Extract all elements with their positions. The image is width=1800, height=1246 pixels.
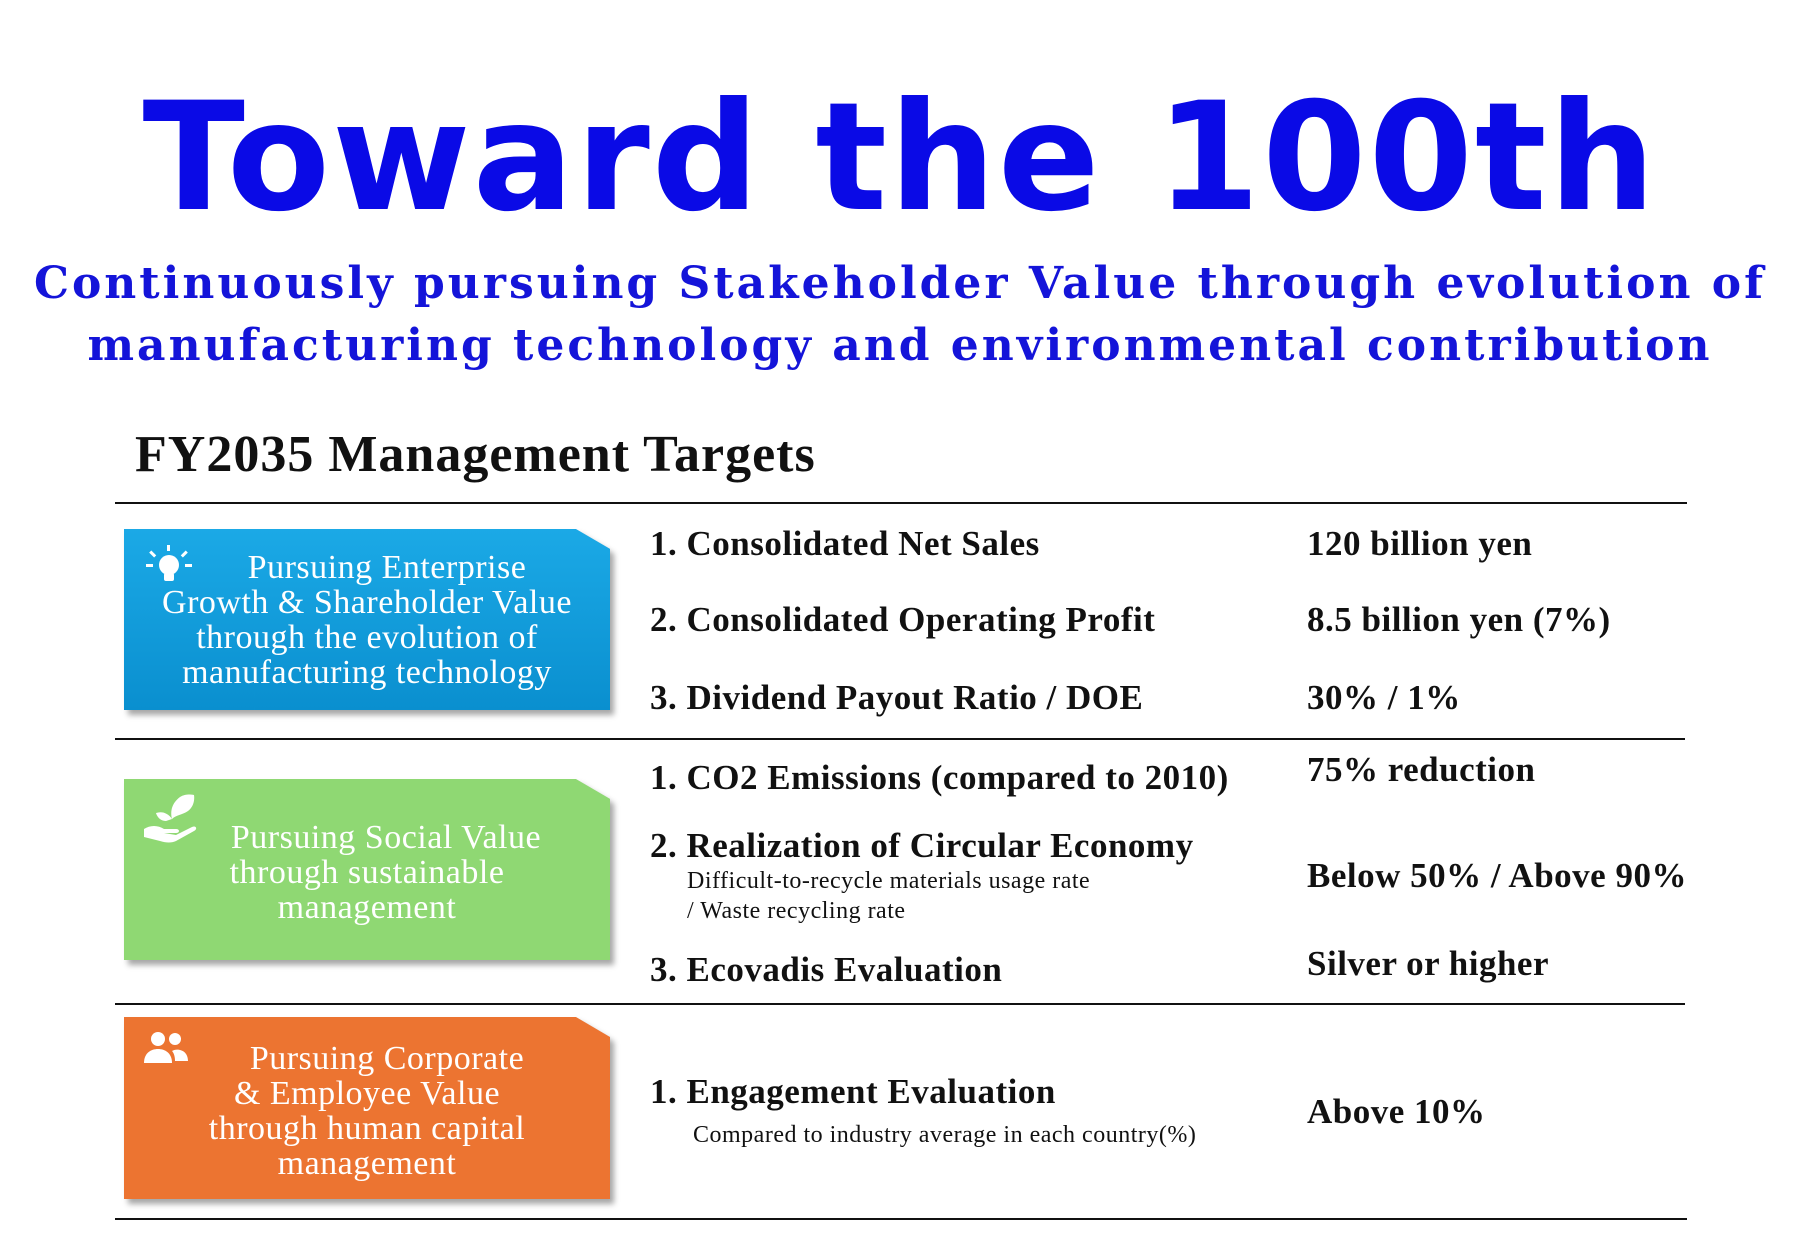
plant-in-hand-icon [142,791,200,848]
subtitle-line-2: manufacturing technology and environment… [87,320,1713,371]
target-item-label: 3. Ecovadis Evaluation [650,950,1003,989]
divider-1 [115,738,1685,740]
card-social-value: Pursuing Social Value through sustainabl… [124,779,610,960]
card-text: Pursuing Enterprise Growth & Shareholder… [124,550,610,690]
target-item-value: 75% reduction [1307,750,1536,789]
card-enterprise-growth: Pursuing Enterprise Growth & Shareholder… [124,529,610,710]
target-item-value: Below 50% / Above 90% [1307,856,1687,895]
card-line: through sustainable [229,854,505,891]
card-line: Pursuing Enterprise [247,549,527,586]
target-item-value: Silver or higher [1307,944,1549,983]
card-text: Pursuing Corporate & Employee Value thro… [124,1041,610,1181]
divider-top [115,502,1687,504]
card-line: through human capital [208,1110,526,1147]
people-icon [142,1027,190,1072]
target-item-sublabel: Difficult-to-recycle materials usage rat… [687,868,1091,894]
target-item-value: 8.5 billion yen (7%) [1307,600,1611,639]
page-title: Toward the 100th [142,71,1658,245]
card-line: management [277,889,457,926]
card-line: Pursuing Social Value [230,819,542,856]
lightbulb-icon [142,543,196,596]
subtitle-line-1: Continuously pursuing Stakeholder Value … [33,258,1767,309]
card-line: Growth & Shareholder Value [162,584,572,621]
target-item-sublabel: Compared to industry average in each cou… [693,1122,1197,1148]
target-item-label: 1. Engagement Evaluation [650,1072,1056,1111]
target-item-label: 1. CO2 Emissions (compared to 2010) [650,758,1229,797]
card-corporate-employee-value: Pursuing Corporate & Employee Value thro… [124,1017,610,1199]
card-text: Pursuing Social Value through sustainabl… [124,820,610,925]
target-item-value: 120 billion yen [1307,524,1533,563]
card-line: & Employee Value [233,1075,501,1112]
divider-2 [115,1003,1685,1005]
target-item-value: Above 10% [1307,1092,1486,1131]
target-item-label: 2. Consolidated Operating Profit [650,600,1156,639]
card-line: through the evolution of [196,619,538,656]
card-line: manufacturing technology [182,654,552,691]
target-item-sublabel: / Waste recycling rate [687,898,906,924]
section-title: FY2035 Management Targets [135,426,816,483]
divider-bottom [115,1218,1687,1220]
target-item-value: 30% / 1% [1307,678,1461,717]
target-item-label: 1. Consolidated Net Sales [650,524,1040,563]
card-line: management [277,1145,457,1182]
target-item-label: 3. Dividend Payout Ratio / DOE [650,678,1144,717]
card-line: Pursuing Corporate [249,1040,525,1077]
target-item-label: 2. Realization of Circular Economy [650,826,1194,865]
